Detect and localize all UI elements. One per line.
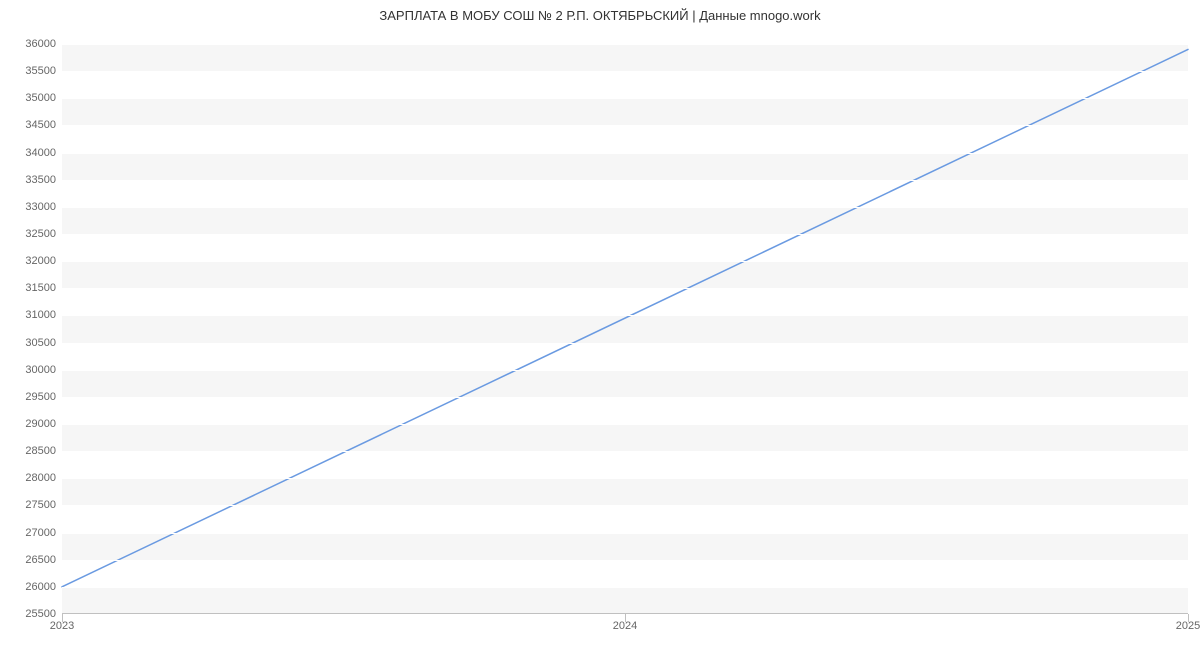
y-grid-line (62, 44, 1188, 45)
y-tick-label: 29500 (25, 391, 56, 403)
y-tick-label: 28000 (25, 472, 56, 484)
y-grid-line (62, 98, 1188, 99)
y-grid-line (62, 370, 1188, 371)
salary-line-chart: ЗАРПЛАТА В МОБУ СОШ № 2 Р.П. ОКТЯБРЬСКИЙ… (0, 0, 1200, 650)
y-tick-label: 32000 (25, 255, 56, 267)
y-grid-line (62, 288, 1188, 289)
y-grid-line (62, 125, 1188, 126)
y-tick-label: 29000 (25, 418, 56, 430)
y-grid-line (62, 397, 1188, 398)
y-grid-line (62, 315, 1188, 316)
y-tick-label: 26000 (25, 581, 56, 593)
y-tick-label: 30500 (25, 337, 56, 349)
x-tick-mark (62, 614, 63, 622)
y-tick-label: 26500 (25, 554, 56, 566)
y-tick-label: 33500 (25, 174, 56, 186)
line-series (62, 44, 1188, 614)
y-grid-line (62, 71, 1188, 72)
y-tick-label: 34500 (25, 119, 56, 131)
y-grid-line (62, 587, 1188, 588)
y-grid-line (62, 343, 1188, 344)
y-tick-label: 35500 (25, 65, 56, 77)
y-grid-line (62, 505, 1188, 506)
y-tick-label: 33000 (25, 201, 56, 213)
y-grid-line (62, 560, 1188, 561)
y-grid-line (62, 261, 1188, 262)
y-grid-line (62, 207, 1188, 208)
plot-area: 2550026000265002700027500280002850029000… (62, 44, 1188, 614)
y-tick-label: 36000 (25, 38, 56, 50)
y-tick-label: 32500 (25, 228, 56, 240)
y-tick-label: 27500 (25, 499, 56, 511)
y-grid-line (62, 180, 1188, 181)
y-tick-label: 35000 (25, 92, 56, 104)
y-grid-line (62, 234, 1188, 235)
y-grid-line (62, 533, 1188, 534)
y-tick-label: 25500 (25, 608, 56, 620)
y-grid-line (62, 478, 1188, 479)
x-tick-mark (625, 614, 626, 622)
y-tick-label: 31000 (25, 309, 56, 321)
y-tick-label: 30000 (25, 364, 56, 376)
y-tick-label: 34000 (25, 147, 56, 159)
x-tick-mark (1188, 614, 1189, 622)
y-tick-label: 31500 (25, 282, 56, 294)
y-grid-line (62, 424, 1188, 425)
y-tick-label: 27000 (25, 527, 56, 539)
chart-title: ЗАРПЛАТА В МОБУ СОШ № 2 Р.П. ОКТЯБРЬСКИЙ… (0, 8, 1200, 23)
y-tick-label: 28500 (25, 445, 56, 457)
y-grid-line (62, 153, 1188, 154)
y-grid-line (62, 451, 1188, 452)
